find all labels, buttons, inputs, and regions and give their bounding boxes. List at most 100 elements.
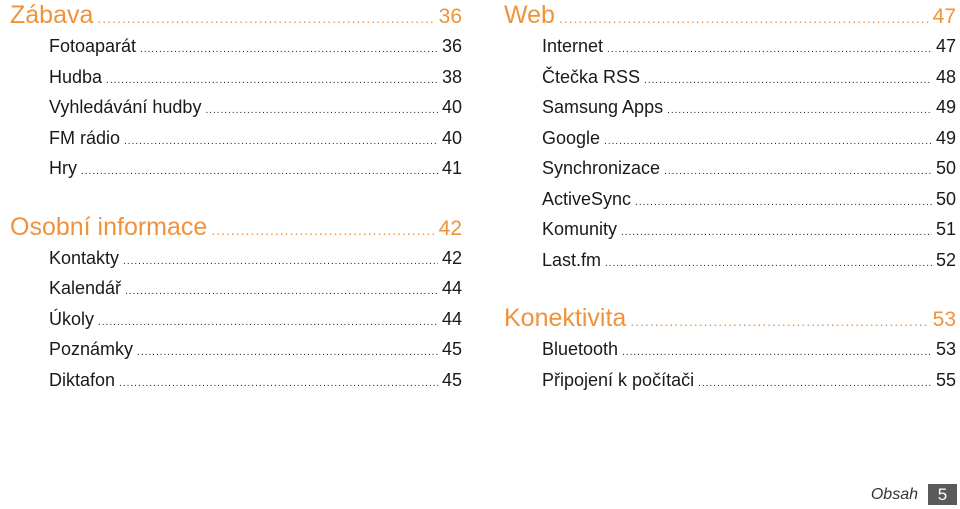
dot-leader	[137, 338, 438, 369]
entry-label: FM rádio	[49, 127, 121, 148]
entry-page-number: 53	[935, 339, 956, 359]
toc-entry[interactable]: Komunity 51	[504, 214, 956, 245]
entry-label: Kalendář	[49, 278, 122, 298]
dot-leader	[607, 35, 932, 66]
toc-entry[interactable]: Diktafon 45	[10, 365, 462, 396]
toc-section-heading[interactable]: Konektivita 53	[504, 303, 956, 334]
entry-label: Internet	[542, 36, 604, 56]
entry-label: Google	[542, 127, 601, 148]
page-number-badge: 5	[928, 484, 957, 505]
section-title: Osobní informace	[10, 212, 208, 241]
footer-section-label: Obsah	[870, 485, 918, 503]
dot-leader	[621, 218, 932, 249]
dot-leader	[630, 306, 928, 337]
toc-section-heading[interactable]: Osobní informace 42	[10, 212, 462, 243]
section-page-number: 53	[932, 308, 956, 331]
toc-entry[interactable]: Google 49	[504, 123, 956, 154]
entry-page-number: 55	[935, 369, 956, 390]
entry-page-number: 44	[441, 308, 462, 329]
section-title: Konektivita	[504, 304, 627, 332]
entry-page-number: 48	[935, 66, 956, 87]
dot-leader	[211, 215, 434, 246]
entry-page-number: 49	[935, 97, 956, 117]
toc-right-column: Web 47 Internet 47 Čtečka RSS 48 Samsung…	[504, 0, 956, 395]
toc-entry[interactable]: Hudba 38	[10, 62, 462, 93]
toc-entry[interactable]: Úkoly 44	[10, 304, 462, 335]
entry-label: Hudba	[49, 66, 103, 87]
entry-page-number: 38	[441, 66, 462, 87]
section-title: Web	[504, 1, 555, 29]
toc-entry[interactable]: ActiveSync 50	[504, 184, 956, 215]
entry-page-number: 52	[935, 249, 956, 270]
toc-left-column: Zábava 36 Fotoaparát 36 Hudba 38 Vyhledá…	[10, 0, 462, 395]
entry-page-number: 45	[441, 369, 462, 390]
entry-label: Hry	[49, 158, 77, 178]
toc-entry[interactable]: Hry 41	[10, 153, 462, 184]
entry-label: Komunity	[542, 219, 618, 239]
entry-label: Samsung Apps	[542, 97, 664, 117]
entry-label: Vyhledávání hudby	[49, 97, 202, 117]
toc-section-heading[interactable]: Web 47	[504, 0, 956, 31]
entry-page-number: 45	[441, 339, 462, 359]
section-spacer	[504, 275, 956, 303]
toc-section-zabava: Zábava 36 Fotoaparát 36 Hudba 38 Vyhledá…	[10, 0, 462, 184]
section-spacer	[10, 184, 462, 212]
entry-label: Last.fm	[542, 249, 602, 270]
section-page-number: 47	[932, 5, 956, 28]
entry-label: Čtečka RSS	[542, 66, 641, 87]
toc-entry[interactable]: FM rádio 40	[10, 123, 462, 154]
entry-page-number: 41	[441, 158, 462, 178]
dot-leader	[140, 35, 438, 66]
toc-entry[interactable]: Last.fm 52	[504, 245, 956, 276]
entry-label: Úkoly	[49, 308, 95, 329]
toc-entry[interactable]: Kontakty 42	[10, 243, 462, 274]
dot-leader	[98, 308, 438, 339]
dot-leader	[635, 188, 932, 219]
dot-leader	[119, 369, 438, 400]
entry-label: Fotoaparát	[49, 36, 137, 56]
dot-leader	[667, 96, 932, 127]
toc-entry[interactable]: Čtečka RSS 48	[504, 62, 956, 93]
toc-entry[interactable]: Připojení k počítači 55	[504, 365, 956, 396]
toc-entry[interactable]: Fotoaparát 36	[10, 31, 462, 62]
toc-entry[interactable]: Bluetooth 53	[504, 334, 956, 365]
entry-label: Poznámky	[49, 339, 134, 359]
entry-label: Bluetooth	[542, 339, 619, 359]
dot-leader	[97, 3, 434, 34]
toc-section-osobni-informace: Osobní informace 42 Kontakty 42 Kalendář…	[10, 212, 462, 396]
dot-leader	[124, 127, 438, 158]
entry-label: Diktafon	[49, 369, 116, 390]
page-footer: Obsah 5	[871, 484, 957, 505]
entry-label: Připojení k počítači	[542, 369, 695, 390]
dot-leader	[81, 157, 438, 188]
entry-page-number: 47	[935, 36, 956, 56]
dot-leader	[698, 369, 932, 400]
toc-entry[interactable]: Poznámky 45	[10, 334, 462, 365]
toc-entry[interactable]: Vyhledávání hudby 40	[10, 92, 462, 123]
entry-page-number: 50	[935, 158, 956, 178]
entry-page-number: 40	[441, 97, 462, 117]
entry-page-number: 40	[441, 127, 462, 148]
toc-entry[interactable]: Kalendář 44	[10, 273, 462, 304]
dot-leader	[664, 157, 932, 188]
entry-page-number: 49	[935, 127, 956, 148]
dot-leader	[644, 66, 932, 97]
toc-entry[interactable]: Samsung Apps 49	[504, 92, 956, 123]
entry-label: ActiveSync	[542, 188, 632, 209]
toc-entry[interactable]: Internet 47	[504, 31, 956, 62]
dot-leader	[123, 247, 438, 278]
entry-page-number: 51	[935, 219, 956, 239]
dot-leader	[605, 249, 932, 280]
dot-leader	[125, 277, 438, 308]
entry-page-number: 44	[441, 278, 462, 298]
dot-leader	[205, 96, 438, 127]
toc-section-web: Web 47 Internet 47 Čtečka RSS 48 Samsung…	[504, 0, 956, 275]
section-title: Zábava	[10, 1, 94, 29]
toc-section-heading[interactable]: Zábava 36	[10, 0, 462, 31]
toc-section-konektivita: Konektivita 53 Bluetooth 53 Připojení k …	[504, 303, 956, 395]
entry-page-number: 50	[935, 188, 956, 209]
toc-entry[interactable]: Synchronizace 50	[504, 153, 956, 184]
entry-label: Synchronizace	[542, 158, 661, 178]
entry-page-number: 42	[441, 247, 462, 268]
dot-leader	[559, 3, 929, 34]
